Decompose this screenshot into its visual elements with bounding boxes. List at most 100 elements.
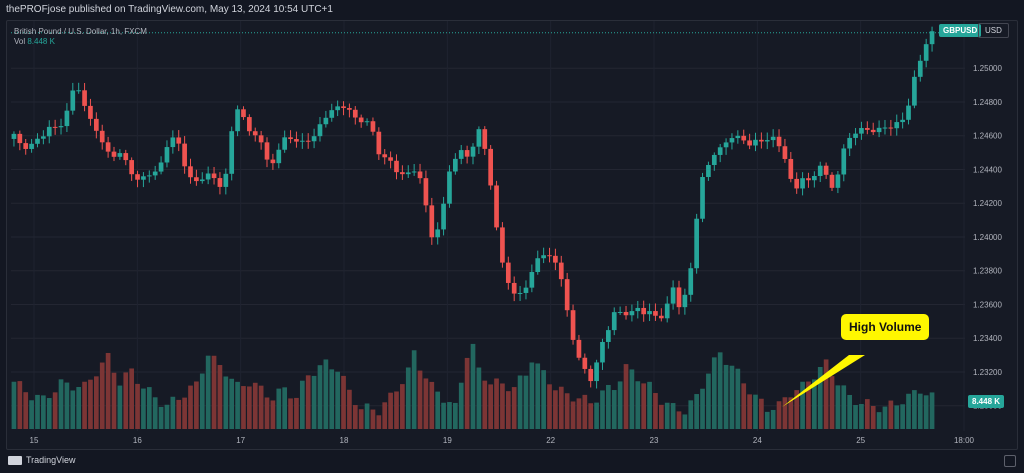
- volume-bar: [764, 411, 770, 429]
- currency-badge[interactable]: USD: [978, 23, 1009, 38]
- candle-body: [859, 128, 864, 134]
- candle-body: [41, 136, 46, 139]
- candle-body: [29, 143, 34, 149]
- volume-bar: [447, 402, 452, 429]
- volume-bar: [435, 391, 441, 429]
- volume-bar: [170, 396, 176, 429]
- volume-bar: [235, 381, 240, 429]
- volume-bar: [82, 381, 87, 429]
- volume-bar: [294, 397, 299, 429]
- candle-body: [11, 133, 17, 139]
- volume-bar: [429, 381, 435, 429]
- volume-bar: [464, 357, 470, 429]
- candle-body: [794, 178, 800, 189]
- volume-bar: [917, 393, 923, 429]
- candle-body: [70, 90, 76, 111]
- volume-bar: [164, 404, 170, 429]
- fullscreen-icon[interactable]: [1004, 455, 1016, 467]
- volume-bar: [788, 397, 794, 429]
- candle-body: [717, 147, 723, 155]
- candlestick-chart[interactable]: 1.25000 1.24800 1.24600 1.24400 1.24200 1.240…: [7, 21, 1019, 451]
- legend-volume: Vol 8.448 K: [14, 37, 147, 47]
- volume-bar: [388, 392, 393, 429]
- candle-body: [188, 166, 193, 178]
- volume-bar: [906, 393, 911, 429]
- volume-bar: [864, 399, 870, 429]
- volume-bar: [870, 405, 876, 429]
- volume-bar: [288, 398, 293, 429]
- volume-bar: [923, 395, 929, 429]
- candle-body: [647, 311, 652, 315]
- candle-body: [146, 175, 152, 177]
- candle-body: [700, 177, 705, 219]
- candle-body: [352, 109, 358, 118]
- volume-bar: [700, 388, 705, 429]
- candle-body: [52, 126, 58, 128]
- volume-bar: [258, 385, 264, 429]
- volume-bar: [711, 357, 717, 429]
- candle-body: [517, 292, 523, 294]
- volume-bar: [806, 381, 811, 429]
- volume-bar: [93, 376, 99, 429]
- candle-body: [553, 255, 558, 263]
- volume-bar: [352, 405, 358, 429]
- candle-body: [405, 172, 411, 175]
- tradingview-brand-text: TradingView: [26, 455, 76, 465]
- candle-body: [682, 294, 688, 308]
- volume-bar: [823, 359, 829, 429]
- symbol-badge[interactable]: GBPUSD: [939, 24, 982, 37]
- volume-bar: [23, 392, 29, 429]
- volume-bar: [400, 384, 405, 429]
- candle-body: [17, 133, 23, 144]
- candle-body: [370, 121, 376, 132]
- volume-bar: [912, 390, 917, 429]
- candle-body: [358, 117, 364, 123]
- candle-body: [235, 109, 240, 132]
- volume-bar: [653, 393, 658, 429]
- tradingview-logo[interactable]: TradingView: [8, 455, 76, 465]
- candle-body: [670, 287, 676, 304]
- candle-body: [282, 137, 288, 150]
- candle-body: [411, 171, 417, 173]
- volume-bar: [441, 402, 446, 429]
- price-tick-label: 1.24800: [973, 98, 1002, 107]
- candle-body: [894, 122, 900, 129]
- time-tick-label: 19: [443, 436, 452, 445]
- candle-body: [376, 131, 382, 155]
- callout-pointer: [782, 355, 865, 407]
- volume-bar: [152, 397, 158, 429]
- volume-bar: [517, 375, 523, 429]
- candle-body: [276, 149, 282, 164]
- candle-body: [535, 258, 541, 273]
- candle-body: [900, 119, 905, 123]
- time-tick-label: 24: [753, 436, 762, 445]
- candle-body: [582, 357, 588, 369]
- candle-body: [617, 311, 623, 313]
- volume-bar: [29, 400, 34, 429]
- candle-body: [447, 171, 452, 204]
- legend-vol-value: 8.448 K: [27, 37, 55, 46]
- candle-body: [158, 162, 164, 172]
- candle-body: [759, 139, 764, 142]
- candle-body: [129, 160, 134, 175]
- candle-body: [323, 117, 329, 125]
- volume-bar: [682, 414, 688, 429]
- volume-bar: [194, 381, 199, 429]
- volume-bar: [305, 375, 311, 429]
- volume-bar: [199, 373, 205, 429]
- volume-bar: [670, 403, 676, 429]
- volume-bar: [223, 376, 229, 429]
- candle-body: [853, 133, 858, 138]
- candle-body: [417, 171, 423, 179]
- candle-body: [305, 140, 311, 142]
- candle-body: [735, 135, 741, 139]
- volume-bar: [458, 382, 464, 429]
- price-tick-label: 1.24400: [973, 165, 1002, 174]
- volume-bar: [664, 402, 670, 429]
- volume-bar: [241, 386, 246, 429]
- volume-bar: [647, 381, 652, 429]
- candle-body: [929, 31, 935, 45]
- volume-bar: [217, 365, 223, 429]
- candle-body: [688, 268, 694, 295]
- volume-bar: [553, 390, 558, 429]
